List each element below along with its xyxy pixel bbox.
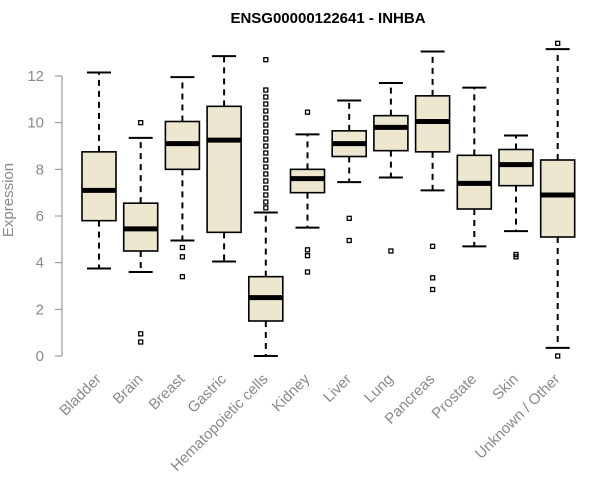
box-brain (122, 120, 159, 345)
outlier-point (263, 164, 269, 170)
outlier-point (513, 254, 519, 260)
box-unknown-other (539, 40, 576, 359)
box-prostate (456, 86, 493, 248)
outlier-point (263, 150, 269, 156)
outlier-point (263, 122, 269, 128)
outlier-point (138, 331, 144, 337)
outlier-point (179, 254, 186, 260)
outlier-point (138, 339, 144, 345)
outlier-point (263, 178, 269, 184)
outlier-point (555, 40, 561, 46)
outlier-point (263, 185, 269, 191)
box-kidney (289, 109, 326, 275)
box-bladder (81, 71, 117, 270)
x-tick-label: Brain (110, 371, 147, 408)
x-tick-label: Skin (489, 371, 522, 404)
y-tick-label: 10 (27, 115, 44, 132)
box-pancreas (414, 50, 451, 293)
outlier-point (429, 275, 436, 281)
box-iqr (81, 151, 117, 222)
outlier-point (388, 248, 394, 254)
outlier-point (304, 247, 311, 253)
box-breast (164, 76, 201, 280)
y-tick-label: 2 (36, 301, 44, 318)
box-skin (498, 134, 534, 260)
outlier-point (263, 87, 269, 93)
outlier-point (263, 108, 269, 114)
outlier-point (263, 143, 269, 149)
y-axis: 0 2 4 6 8 10 12 (27, 68, 63, 365)
y-axis-label: Expression (0, 163, 17, 237)
outlier-point (263, 205, 269, 211)
x-tick-label: Breast (146, 370, 189, 413)
outlier-point (304, 253, 311, 259)
x-tick-label: Kidney (269, 370, 314, 415)
box-iqr (373, 114, 409, 152)
outlier-point (263, 101, 269, 107)
box-iqr (539, 159, 576, 238)
box-lung (373, 82, 409, 254)
box-gastric (206, 55, 242, 263)
outlier-point (304, 269, 311, 275)
outlier-point (179, 244, 186, 251)
plot-area (81, 40, 576, 359)
y-tick-label: 6 (36, 208, 44, 225)
box-iqr (498, 148, 534, 187)
x-tick-label: Lung (361, 371, 397, 407)
y-tick-label: 8 (36, 161, 44, 178)
y-tick-label: 4 (36, 255, 44, 272)
box-iqr (206, 105, 242, 234)
x-tick-label: Bladder (56, 371, 105, 420)
outlier-point (263, 157, 269, 163)
outlier-point (263, 192, 269, 198)
x-tick-label: Prostate (429, 371, 481, 423)
outlier-point (263, 57, 269, 63)
y-tick-label: 0 (36, 348, 44, 365)
outlier-point (138, 120, 144, 126)
y-tick-label: 12 (27, 68, 44, 85)
outlier-point (263, 129, 269, 135)
outlier-point (346, 237, 352, 244)
outlier-point (429, 286, 436, 293)
outlier-point (179, 274, 186, 280)
x-tick-label: Liver (320, 371, 355, 406)
outlier-point (263, 94, 269, 100)
box-hematopoietic-cells (248, 57, 284, 357)
outlier-point (429, 243, 436, 249)
outlier-point (346, 215, 352, 221)
box-liver (331, 99, 368, 244)
outlier-point (263, 136, 269, 142)
outlier-point (263, 171, 269, 177)
chart-title: ENSG00000122641 - INHBA (230, 10, 425, 27)
outlier-point (263, 199, 269, 205)
outlier-point (304, 109, 311, 115)
outlier-point (555, 353, 561, 359)
outlier-point (263, 115, 269, 121)
